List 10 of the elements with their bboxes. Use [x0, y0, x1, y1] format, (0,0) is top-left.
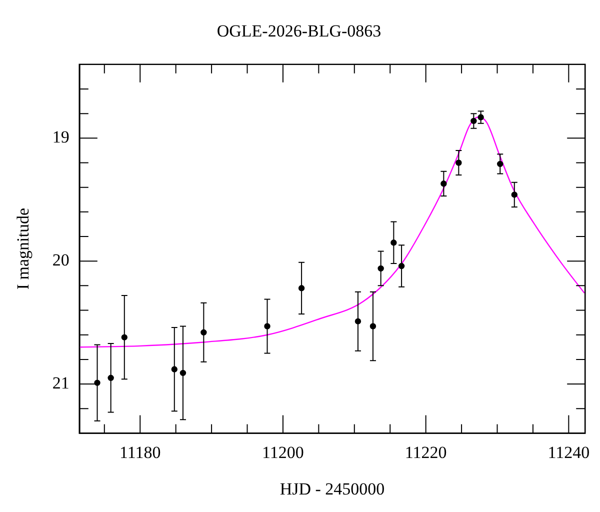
y-tick-label: 19	[52, 128, 70, 147]
x-tick-label: 11220	[404, 442, 447, 462]
x-tick-label: 11200	[262, 442, 304, 462]
y-tick-label: 20	[52, 250, 70, 270]
x-tick-label: 11240	[548, 442, 590, 462]
y-tick-label: 21	[52, 373, 70, 392]
chart-title: OGLE-2026-BLG-0863	[216, 22, 382, 41]
x-axis-title: HJD - 2450000	[280, 479, 385, 498]
x-tick-label: 11180	[119, 442, 161, 462]
y-axis-title: I magnitude	[14, 208, 33, 290]
